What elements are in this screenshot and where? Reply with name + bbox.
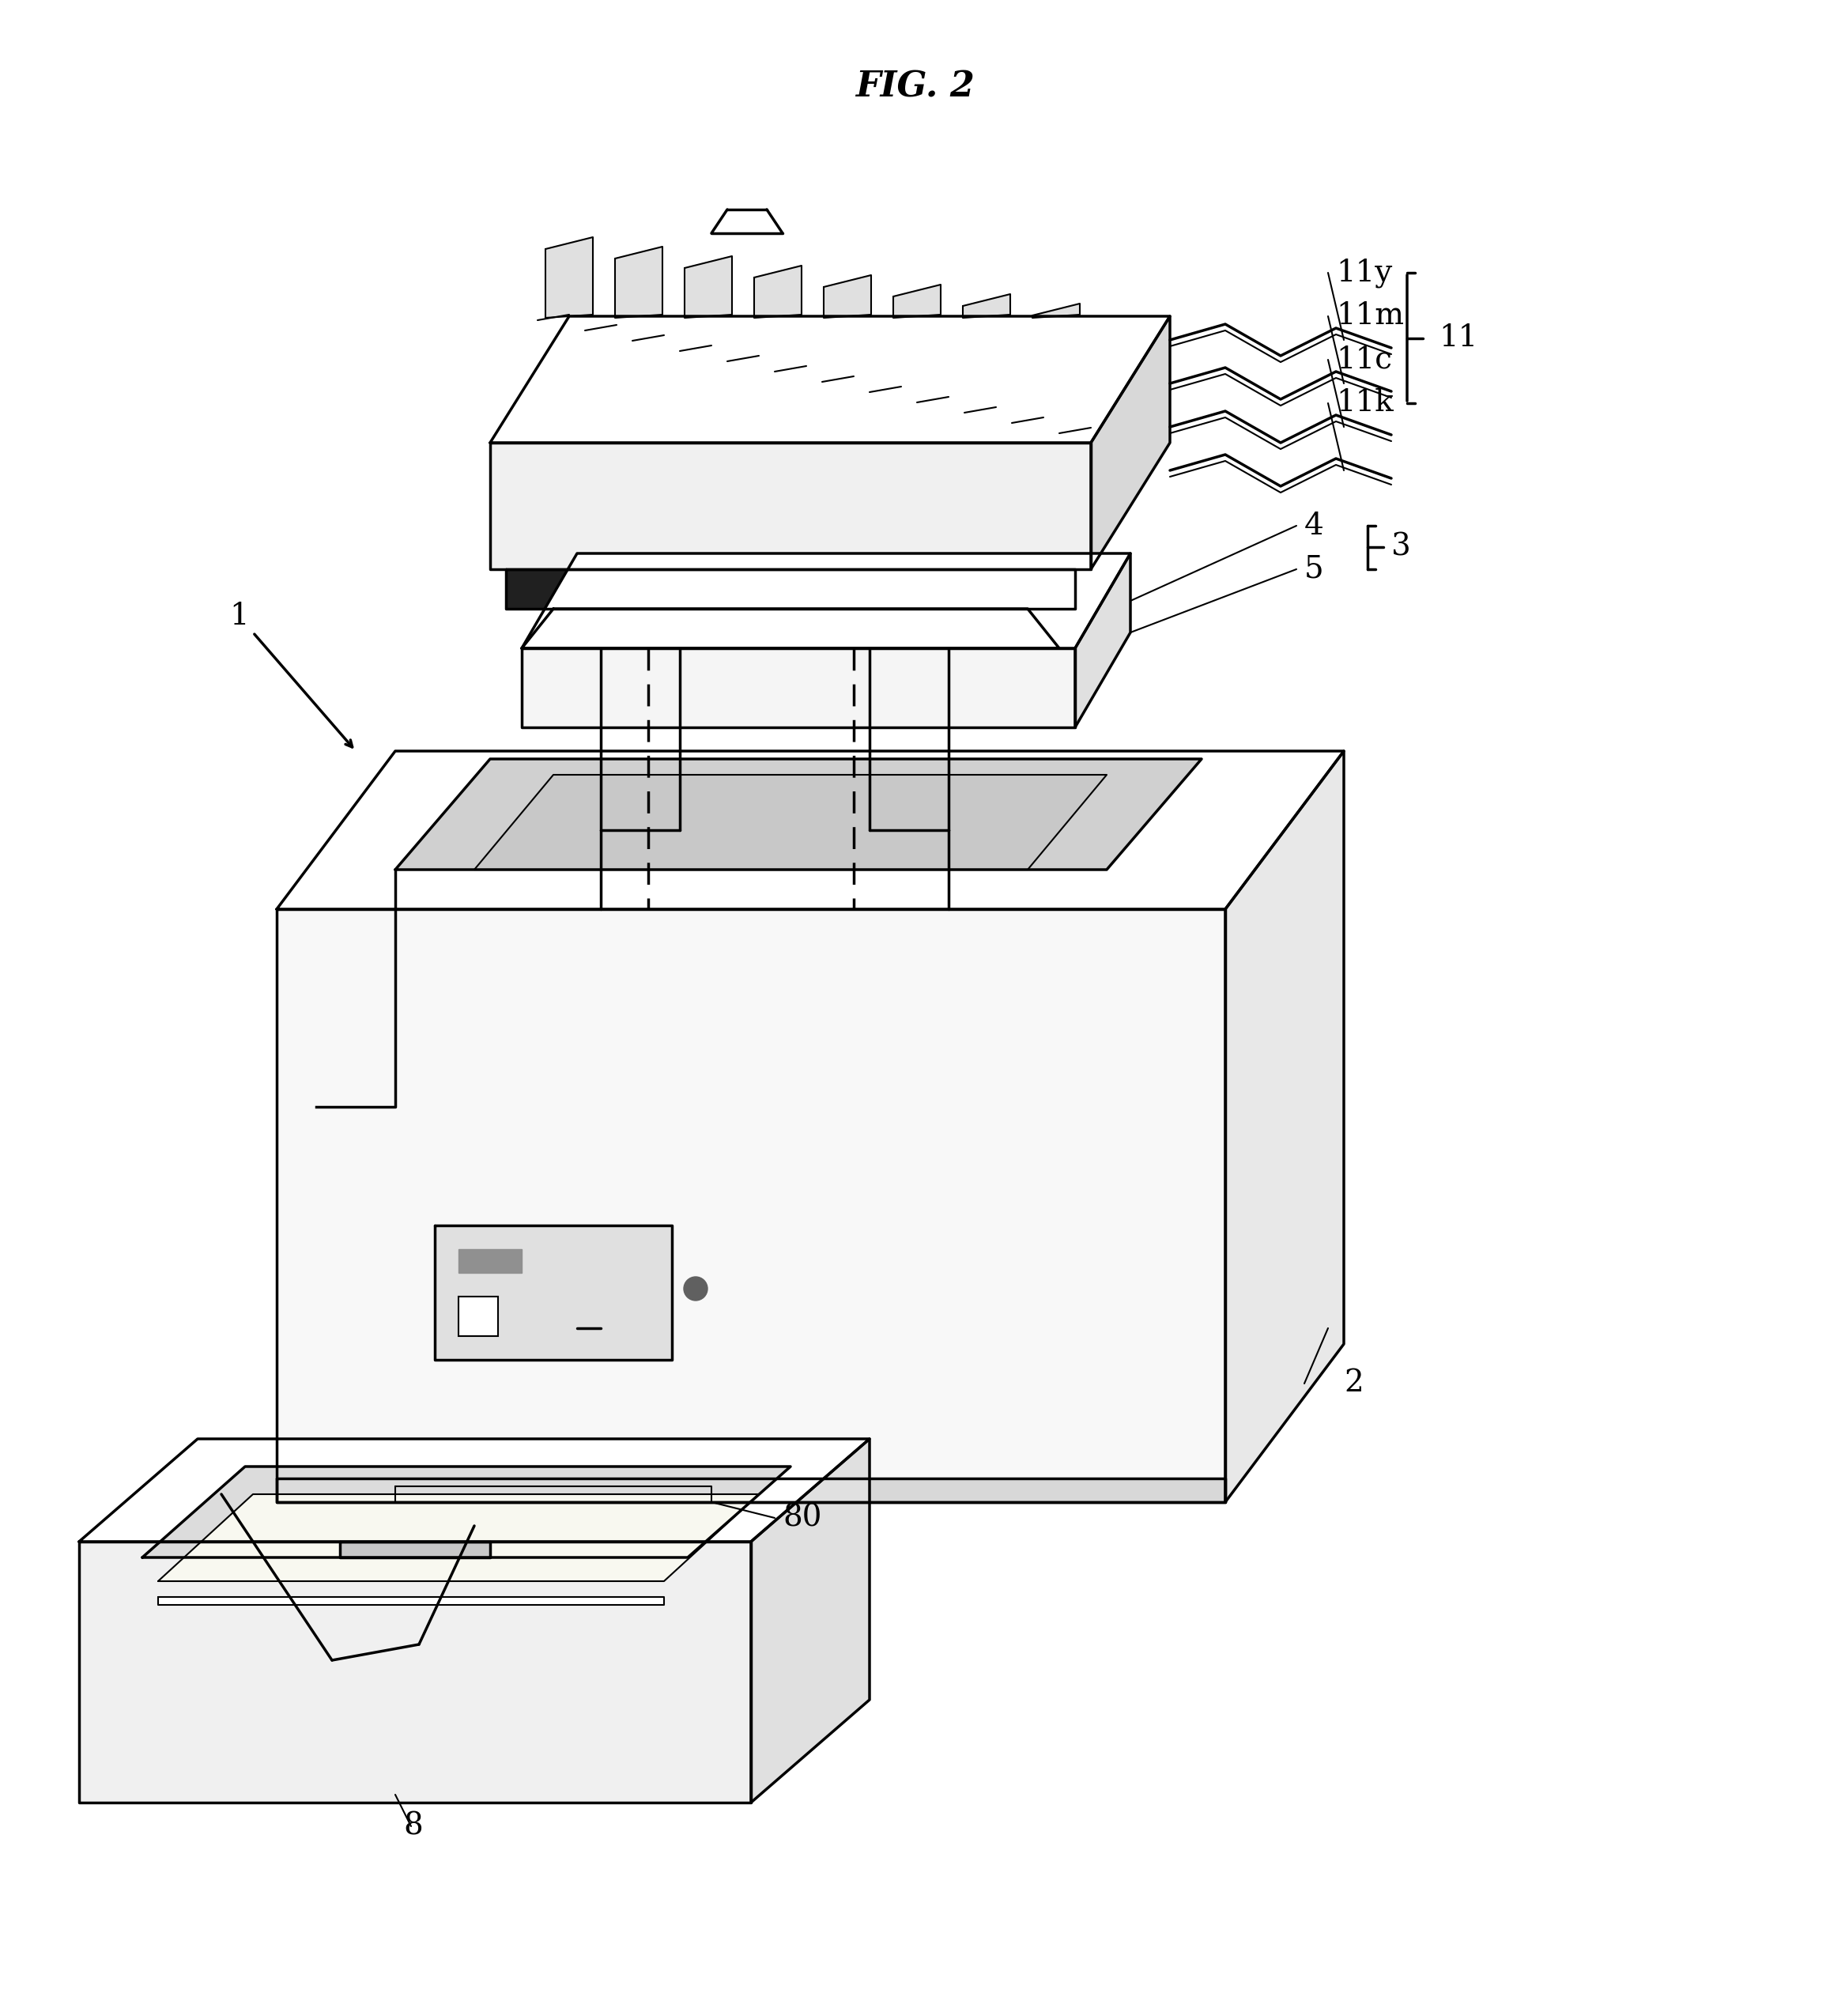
Polygon shape	[276, 752, 1343, 909]
Text: 2: 2	[1343, 1369, 1363, 1399]
Text: 80: 80	[783, 1504, 822, 1532]
Polygon shape	[79, 1542, 750, 1802]
Polygon shape	[157, 1597, 664, 1605]
Polygon shape	[1091, 317, 1169, 569]
Polygon shape	[143, 1466, 791, 1558]
Text: 11k: 11k	[1336, 389, 1393, 417]
Bar	[459, 1296, 498, 1337]
Polygon shape	[522, 554, 1131, 649]
Polygon shape	[505, 569, 1074, 609]
Polygon shape	[824, 274, 871, 319]
Text: 11: 11	[1438, 325, 1477, 353]
Text: 11y: 11y	[1336, 258, 1393, 288]
Text: 3: 3	[1391, 532, 1411, 562]
Polygon shape	[474, 774, 1107, 869]
Text: 1: 1	[229, 603, 249, 631]
Polygon shape	[79, 1439, 869, 1542]
Polygon shape	[395, 1486, 712, 1502]
Polygon shape	[522, 649, 1074, 728]
Polygon shape	[522, 609, 1060, 649]
Polygon shape	[157, 1494, 759, 1581]
Polygon shape	[1226, 752, 1343, 1502]
Polygon shape	[750, 1439, 869, 1802]
Text: 5: 5	[1305, 554, 1323, 585]
Text: 4: 4	[1305, 512, 1323, 540]
Polygon shape	[963, 294, 1010, 319]
Polygon shape	[754, 266, 802, 319]
Circle shape	[684, 1276, 708, 1300]
Text: 8: 8	[403, 1812, 423, 1841]
Polygon shape	[684, 256, 732, 319]
Polygon shape	[490, 317, 1169, 444]
Bar	[459, 1250, 522, 1272]
Polygon shape	[340, 1542, 490, 1558]
Polygon shape	[490, 444, 1091, 569]
Polygon shape	[893, 284, 941, 319]
Polygon shape	[545, 238, 593, 319]
Polygon shape	[276, 909, 1226, 1502]
Text: 11c: 11c	[1336, 345, 1393, 375]
Polygon shape	[436, 1226, 672, 1361]
Polygon shape	[276, 1478, 1226, 1502]
Text: 11m: 11m	[1336, 302, 1404, 331]
Polygon shape	[1074, 554, 1131, 728]
Polygon shape	[615, 246, 662, 319]
Polygon shape	[395, 758, 1202, 869]
Text: FIG. 2: FIG. 2	[855, 71, 974, 105]
Polygon shape	[1032, 304, 1080, 319]
